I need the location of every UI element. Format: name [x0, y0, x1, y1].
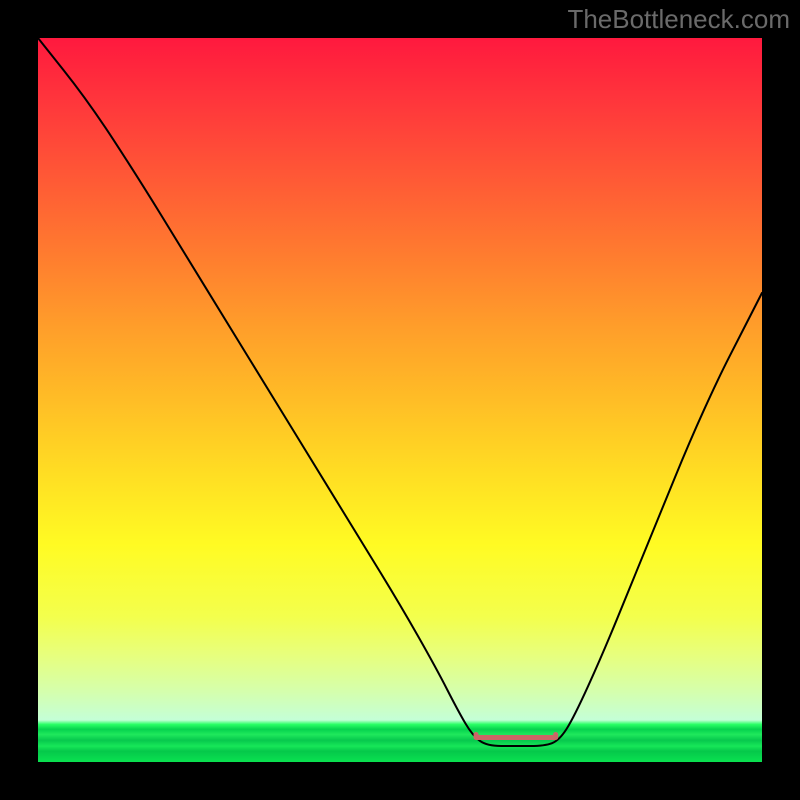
gradient-panel — [38, 38, 762, 762]
bottleneck-chart — [0, 0, 800, 800]
